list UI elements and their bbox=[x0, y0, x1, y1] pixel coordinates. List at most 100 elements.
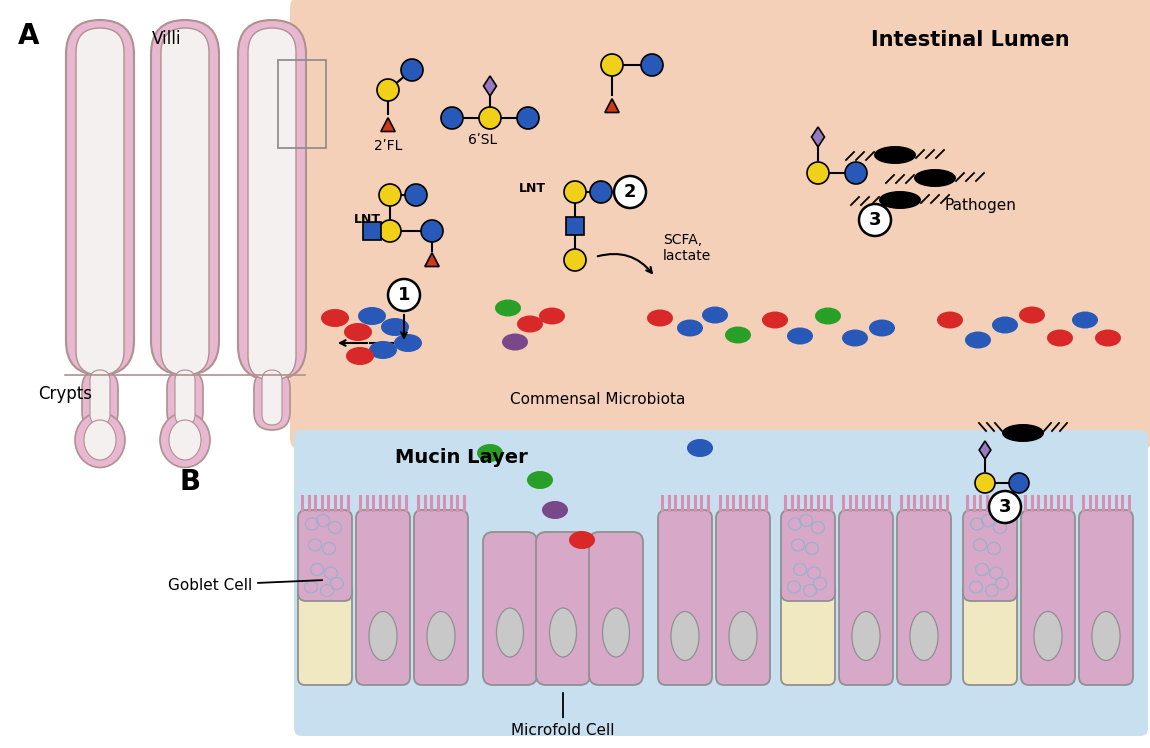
Ellipse shape bbox=[641, 54, 664, 76]
FancyBboxPatch shape bbox=[363, 222, 381, 240]
FancyBboxPatch shape bbox=[175, 370, 196, 425]
Text: 2: 2 bbox=[623, 183, 636, 201]
Ellipse shape bbox=[518, 107, 539, 129]
Text: A: A bbox=[18, 22, 39, 50]
Ellipse shape bbox=[647, 310, 673, 326]
Ellipse shape bbox=[1095, 330, 1121, 346]
Ellipse shape bbox=[518, 316, 543, 333]
FancyBboxPatch shape bbox=[536, 532, 590, 685]
Ellipse shape bbox=[845, 162, 867, 184]
Ellipse shape bbox=[869, 319, 895, 337]
Text: 1: 1 bbox=[398, 286, 411, 304]
Ellipse shape bbox=[405, 184, 427, 206]
Polygon shape bbox=[812, 127, 825, 147]
Text: Villi: Villi bbox=[152, 30, 182, 48]
Ellipse shape bbox=[992, 316, 1018, 334]
Ellipse shape bbox=[603, 608, 629, 657]
Ellipse shape bbox=[497, 608, 523, 657]
Polygon shape bbox=[483, 76, 497, 96]
Polygon shape bbox=[381, 117, 396, 132]
Ellipse shape bbox=[807, 162, 829, 184]
Ellipse shape bbox=[1072, 311, 1098, 328]
Ellipse shape bbox=[815, 307, 841, 325]
FancyBboxPatch shape bbox=[254, 370, 290, 430]
Ellipse shape bbox=[369, 612, 397, 660]
FancyBboxPatch shape bbox=[356, 510, 411, 685]
FancyBboxPatch shape bbox=[167, 370, 204, 430]
FancyBboxPatch shape bbox=[658, 510, 712, 685]
Ellipse shape bbox=[601, 54, 623, 76]
FancyBboxPatch shape bbox=[897, 510, 951, 685]
FancyBboxPatch shape bbox=[161, 28, 209, 375]
Ellipse shape bbox=[394, 334, 422, 352]
Polygon shape bbox=[424, 253, 439, 266]
FancyBboxPatch shape bbox=[66, 20, 135, 375]
Text: 2ʹFL: 2ʹFL bbox=[374, 139, 402, 153]
FancyBboxPatch shape bbox=[840, 510, 894, 685]
Ellipse shape bbox=[564, 249, 586, 271]
Ellipse shape bbox=[503, 334, 528, 351]
Ellipse shape bbox=[1019, 307, 1045, 323]
Text: LNT: LNT bbox=[519, 182, 546, 195]
Ellipse shape bbox=[477, 444, 503, 462]
Ellipse shape bbox=[842, 330, 868, 346]
FancyBboxPatch shape bbox=[290, 0, 1150, 450]
FancyBboxPatch shape bbox=[90, 370, 110, 425]
Ellipse shape bbox=[564, 181, 586, 203]
FancyBboxPatch shape bbox=[483, 532, 537, 685]
Ellipse shape bbox=[1034, 612, 1063, 660]
Ellipse shape bbox=[494, 299, 521, 316]
Ellipse shape bbox=[874, 146, 917, 164]
Ellipse shape bbox=[550, 608, 576, 657]
Ellipse shape bbox=[542, 501, 568, 519]
Polygon shape bbox=[979, 441, 991, 459]
Ellipse shape bbox=[724, 326, 751, 343]
Ellipse shape bbox=[687, 439, 713, 457]
Ellipse shape bbox=[702, 307, 728, 323]
FancyBboxPatch shape bbox=[963, 583, 1017, 685]
Bar bbox=[278, 60, 325, 148]
Text: SCFA,
lactate: SCFA, lactate bbox=[664, 233, 711, 263]
Ellipse shape bbox=[677, 319, 703, 337]
FancyBboxPatch shape bbox=[262, 370, 282, 425]
Ellipse shape bbox=[527, 471, 553, 489]
Ellipse shape bbox=[380, 220, 401, 242]
Ellipse shape bbox=[346, 347, 374, 365]
Ellipse shape bbox=[569, 531, 595, 549]
Ellipse shape bbox=[1092, 612, 1120, 660]
FancyBboxPatch shape bbox=[82, 370, 118, 430]
Text: Crypts: Crypts bbox=[38, 385, 92, 403]
Ellipse shape bbox=[381, 318, 409, 336]
FancyBboxPatch shape bbox=[589, 532, 643, 685]
FancyBboxPatch shape bbox=[1079, 510, 1133, 685]
FancyBboxPatch shape bbox=[1021, 510, 1075, 685]
Ellipse shape bbox=[169, 420, 201, 460]
Ellipse shape bbox=[377, 79, 399, 101]
Ellipse shape bbox=[879, 191, 921, 209]
Text: Mucin Layer: Mucin Layer bbox=[394, 448, 528, 467]
Ellipse shape bbox=[84, 420, 116, 460]
Text: 3: 3 bbox=[868, 211, 881, 229]
Ellipse shape bbox=[590, 181, 612, 203]
Ellipse shape bbox=[852, 612, 880, 660]
FancyBboxPatch shape bbox=[414, 510, 468, 685]
FancyBboxPatch shape bbox=[716, 510, 771, 685]
Ellipse shape bbox=[369, 341, 397, 359]
Text: 6ʹSL: 6ʹSL bbox=[468, 133, 497, 147]
FancyBboxPatch shape bbox=[298, 510, 352, 601]
Ellipse shape bbox=[989, 491, 1021, 523]
FancyBboxPatch shape bbox=[963, 510, 1017, 601]
Ellipse shape bbox=[344, 323, 371, 341]
Ellipse shape bbox=[358, 307, 386, 325]
Ellipse shape bbox=[910, 612, 938, 660]
Ellipse shape bbox=[480, 107, 501, 129]
FancyBboxPatch shape bbox=[781, 510, 835, 601]
Ellipse shape bbox=[1002, 424, 1044, 442]
FancyBboxPatch shape bbox=[294, 430, 1148, 736]
Ellipse shape bbox=[787, 328, 813, 345]
Ellipse shape bbox=[937, 311, 963, 328]
Ellipse shape bbox=[401, 59, 423, 81]
Ellipse shape bbox=[1009, 473, 1029, 493]
FancyBboxPatch shape bbox=[298, 583, 352, 685]
Text: B: B bbox=[181, 468, 201, 496]
